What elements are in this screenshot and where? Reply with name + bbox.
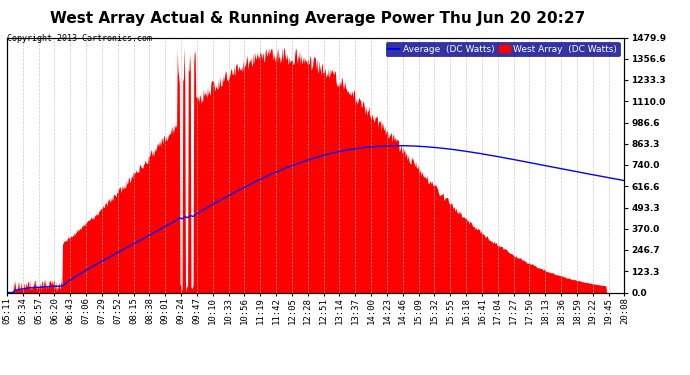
Text: Copyright 2013 Cartronics.com: Copyright 2013 Cartronics.com xyxy=(7,34,152,43)
Text: West Array Actual & Running Average Power Thu Jun 20 20:27: West Array Actual & Running Average Powe… xyxy=(50,11,585,26)
Legend: Average  (DC Watts), West Array  (DC Watts): Average (DC Watts), West Array (DC Watts… xyxy=(386,42,620,56)
